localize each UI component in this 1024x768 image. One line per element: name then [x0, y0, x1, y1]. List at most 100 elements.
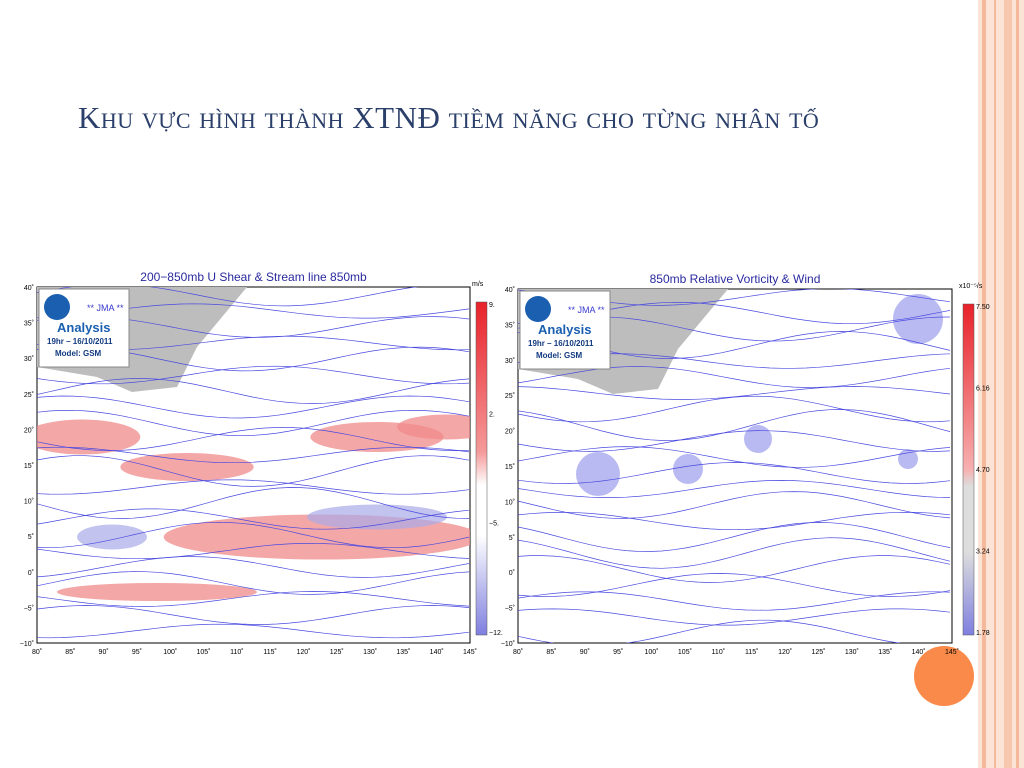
colorbar — [475, 301, 488, 636]
streamline — [518, 511, 951, 531]
streamline — [37, 556, 470, 578]
vorticity-area — [576, 452, 620, 496]
streamline — [37, 378, 470, 404]
streamline — [37, 571, 470, 595]
colorbar-unit: m/s — [472, 281, 484, 288]
lon-tick-label: 140˚ — [912, 648, 926, 656]
badge-source: ** JMA ** — [568, 305, 605, 315]
badge-logo — [525, 296, 551, 322]
badge-time: 19hr – 16/10/2011 — [528, 339, 594, 348]
streamline — [37, 487, 470, 519]
badge-time: 19hr – 16/10/2011 — [47, 337, 113, 346]
shear-area — [77, 524, 147, 550]
colorbar-label: 4.70 — [976, 467, 990, 474]
lat-tick-label: 20˚ — [505, 428, 515, 436]
colorbar-label: 7.50 — [976, 304, 990, 311]
lat-tick-label: 40˚ — [505, 286, 515, 294]
lon-tick-label: 130˚ — [363, 648, 377, 656]
shear-area — [397, 414, 470, 440]
shear-area — [307, 504, 447, 530]
lon-tick-label: 115˚ — [745, 648, 759, 656]
streamline — [37, 479, 470, 495]
map-title: 850mb Relative Vorticity & Wind — [650, 272, 821, 286]
streamline — [518, 608, 951, 626]
lat-tick-label: −10˚ — [20, 640, 34, 648]
streamline — [518, 446, 951, 468]
lat-tick-label: 35˚ — [505, 321, 515, 329]
badge-model: Model: GSM — [55, 349, 102, 358]
lat-tick-label: −10˚ — [501, 640, 515, 648]
lat-tick-label: 35˚ — [24, 320, 34, 328]
badge-model: Model: GSM — [536, 351, 583, 360]
streamline — [518, 591, 951, 611]
streamline — [518, 462, 951, 484]
vorticity-area — [673, 454, 703, 484]
lat-tick-label: 15˚ — [24, 462, 34, 470]
streamline — [518, 522, 951, 552]
streamline — [37, 521, 470, 549]
streamline — [518, 366, 951, 388]
lat-tick-label: 40˚ — [24, 284, 34, 292]
lon-tick-label: 125˚ — [330, 648, 344, 656]
lon-tick-label: 140˚ — [430, 648, 444, 656]
streamline — [518, 491, 951, 519]
lon-tick-label: 145˚ — [945, 648, 959, 656]
lon-tick-label: 145˚ — [463, 648, 477, 656]
vorticity-area — [893, 294, 943, 344]
badge-source: ** JMA ** — [87, 303, 124, 313]
lon-tick-label: 80˚ — [513, 648, 523, 656]
colorbar-label: 9. — [489, 302, 495, 309]
shear-area — [57, 583, 257, 601]
streamline — [518, 430, 951, 452]
vorticity-area — [744, 425, 772, 453]
lon-tick-label: 85˚ — [546, 648, 556, 656]
streamline — [37, 542, 470, 560]
lon-tick-label: 120˚ — [778, 648, 792, 656]
lon-tick-label: 135˚ — [878, 648, 892, 656]
streamline — [518, 555, 951, 583]
map: ** JMA ** Analysis 19hr – 16/10/2011 Model:… — [501, 272, 990, 656]
colorbar-unit: x10⁻⁵/s — [959, 283, 983, 290]
streamline — [518, 480, 951, 498]
colorbar-label: 2. — [489, 411, 495, 418]
lat-tick-label: 10˚ — [24, 498, 34, 506]
badge-heading: Analysis — [57, 320, 110, 335]
lat-tick-label: 20˚ — [24, 426, 34, 434]
streamline — [518, 395, 951, 423]
streamline — [37, 591, 470, 607]
slide-title: Khu vực hình thành XTNĐ tiềm năng cho từ… — [78, 100, 820, 135]
streamline — [37, 623, 470, 639]
lon-tick-label: 130˚ — [845, 648, 859, 656]
streamline — [37, 427, 470, 451]
streamline — [37, 395, 470, 419]
lon-tick-label: 95˚ — [613, 648, 623, 656]
streamline — [37, 605, 470, 625]
lon-tick-label: 115˚ — [263, 648, 277, 656]
lon-tick-label: 105˚ — [678, 648, 692, 656]
streamline — [518, 409, 951, 441]
streamline — [37, 508, 470, 530]
colorbar-label: −12. — [489, 630, 503, 637]
lon-tick-label: 120˚ — [296, 648, 310, 656]
colorbar — [962, 303, 975, 636]
badge-logo — [44, 294, 70, 320]
lat-tick-label: −5˚ — [24, 604, 34, 612]
lon-tick-label: 105˚ — [197, 648, 211, 656]
shear-area — [120, 453, 254, 481]
lat-tick-label: 30˚ — [505, 357, 515, 365]
streamline — [37, 409, 470, 437]
lat-tick-label: 10˚ — [505, 498, 515, 506]
lat-tick-label: 30˚ — [24, 355, 34, 363]
lon-tick-label: 110˚ — [712, 648, 726, 656]
lon-tick-label: 90˚ — [580, 648, 590, 656]
lat-tick-label: 5˚ — [28, 533, 34, 541]
lat-tick-label: 25˚ — [24, 391, 34, 399]
shear-area — [37, 419, 141, 455]
lon-tick-label: 125˚ — [811, 648, 825, 656]
lon-tick-label: 95˚ — [132, 648, 142, 656]
lat-tick-label: 0˚ — [28, 569, 34, 577]
map: ** JMA ** Analysis 19hr – 16/10/2011 Model:… — [20, 270, 503, 656]
streamline — [518, 619, 902, 643]
lon-tick-label: 100˚ — [163, 648, 177, 656]
